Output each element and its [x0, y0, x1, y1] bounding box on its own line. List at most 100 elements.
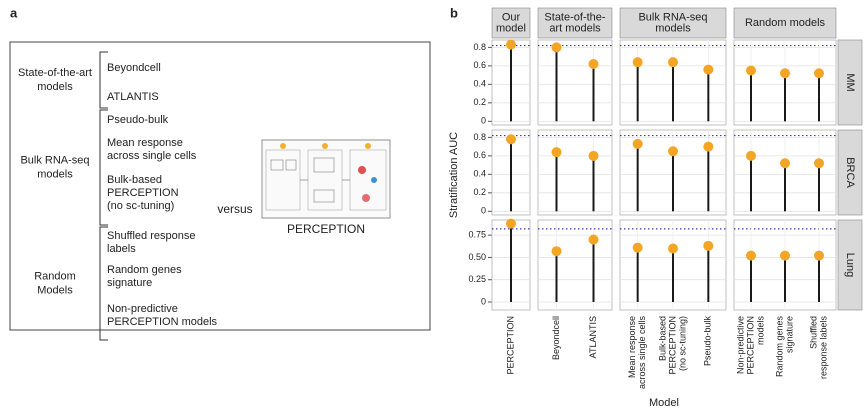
lollipop-dot [814, 68, 824, 79]
lollipop-dot [746, 65, 756, 76]
lollipop-dot [746, 250, 756, 261]
lollipop-dot [632, 242, 643, 253]
lollipop-dot [588, 59, 599, 70]
row-label: BRCA [844, 157, 856, 188]
facet-title: model [496, 22, 526, 34]
facet [733, 219, 837, 311]
facet-panel [537, 39, 613, 126]
method-label: across single cells [107, 150, 197, 162]
facet [733, 129, 837, 216]
lollipop-dot [551, 147, 562, 158]
group-label: Models [37, 284, 73, 296]
lollipop-dot [551, 42, 562, 53]
y-tick-label: 0.25 [468, 274, 486, 284]
y-tick-label: 0.8 [473, 132, 486, 142]
bracket [99, 109, 108, 226]
lollipop-dot [588, 234, 599, 245]
y-tick-label: 0.4 [473, 169, 486, 179]
facet-title: Random models [745, 17, 826, 29]
lollipop-dot [703, 240, 714, 251]
method-label: Random genes [107, 264, 182, 276]
x-tick-label: PERCEPTION [505, 316, 515, 375]
facet [491, 218, 531, 311]
facet-title: Our [502, 11, 521, 23]
x-tick-label: Pseudo-bulk [703, 316, 713, 367]
x-tick-label: Random genes [774, 316, 784, 378]
lollipop-dot [746, 150, 756, 161]
lollipop-dot [814, 250, 824, 261]
lollipop-dot [780, 68, 790, 79]
facet [537, 129, 613, 216]
facet [619, 39, 727, 126]
y-tick-label: 0.50 [468, 252, 486, 262]
panel-label: b [450, 5, 458, 20]
lollipop-dot [780, 158, 790, 169]
lollipop-dot [703, 64, 714, 75]
facet-title: Bulk RNA-seq [638, 11, 707, 23]
x-tick-label: Mean response [627, 316, 637, 378]
facet [491, 39, 531, 126]
lollipop-dot [668, 243, 678, 254]
y-tick-label: 0.8 [473, 42, 486, 52]
lollipop-dot [632, 57, 643, 68]
method-label: Mean response [107, 137, 183, 149]
group-label: State-of-the-art [18, 67, 92, 79]
y-tick-label: 0.2 [473, 97, 486, 107]
lollipop-dot [506, 218, 516, 229]
model-label: PERCEPTION [287, 222, 365, 236]
row-strip [837, 129, 863, 216]
method-label: (no sc-tuning) [107, 200, 174, 212]
bracket [99, 51, 108, 109]
x-axis-title: Model [649, 397, 679, 409]
facet-title: models [655, 22, 691, 34]
group-label: models [37, 81, 73, 93]
bracket [99, 226, 108, 341]
facet-strip [491, 7, 531, 39]
facet [619, 129, 727, 216]
method-label: Bulk-based [107, 174, 162, 186]
x-tick-label: response labels [818, 316, 828, 380]
x-tick-label: (no sc-tuning) [677, 316, 687, 371]
facet-title: art models [549, 22, 601, 34]
method-label: Pseudo-bulk [107, 114, 169, 126]
facet [733, 39, 837, 126]
method-label: signature [107, 277, 152, 289]
method-label: PERCEPTION [107, 187, 179, 199]
x-tick-label: Beyondcell [551, 316, 561, 360]
y-tick-label: 0.2 [473, 187, 486, 197]
x-tick-label: Bulk-based [657, 316, 667, 361]
group-label: Bulk RNA-seq [20, 154, 89, 166]
row-label: MM [844, 73, 856, 91]
x-tick-label: across single cells [637, 316, 647, 390]
x-tick-label: PERCEPTION [667, 316, 677, 375]
y-axis-title: Stratification AUC [448, 132, 460, 218]
method-label: Non-predictive [107, 303, 178, 315]
y-tick-label: 0.6 [473, 60, 486, 70]
facet-panel [537, 129, 613, 216]
x-tick-label: models [755, 316, 765, 346]
row-strip [837, 219, 863, 311]
facet [491, 129, 531, 216]
method-label: labels [107, 243, 136, 255]
facet [537, 219, 613, 311]
perception-schematic [261, 139, 391, 219]
lollipop-dot [814, 158, 824, 169]
x-tick-label: Shuffled [808, 316, 818, 349]
versus-label: versus [217, 202, 252, 216]
y-tick-label: 0.4 [473, 79, 486, 89]
y-tick-label: 0.75 [468, 230, 486, 240]
facet-strip [619, 7, 727, 39]
facet-panel [537, 219, 613, 311]
lollipop-dot [632, 138, 643, 149]
group-label: models [37, 168, 73, 180]
facet-strip [733, 7, 837, 39]
lollipop-dot [703, 141, 714, 152]
lollipop-dot [551, 246, 562, 257]
row-strip [837, 39, 863, 126]
panel-label: a [10, 5, 18, 20]
facet [537, 39, 613, 126]
lollipop-dot [780, 250, 790, 261]
panel-a-frame [9, 41, 431, 331]
x-tick-label: PERCEPTION [745, 316, 755, 375]
